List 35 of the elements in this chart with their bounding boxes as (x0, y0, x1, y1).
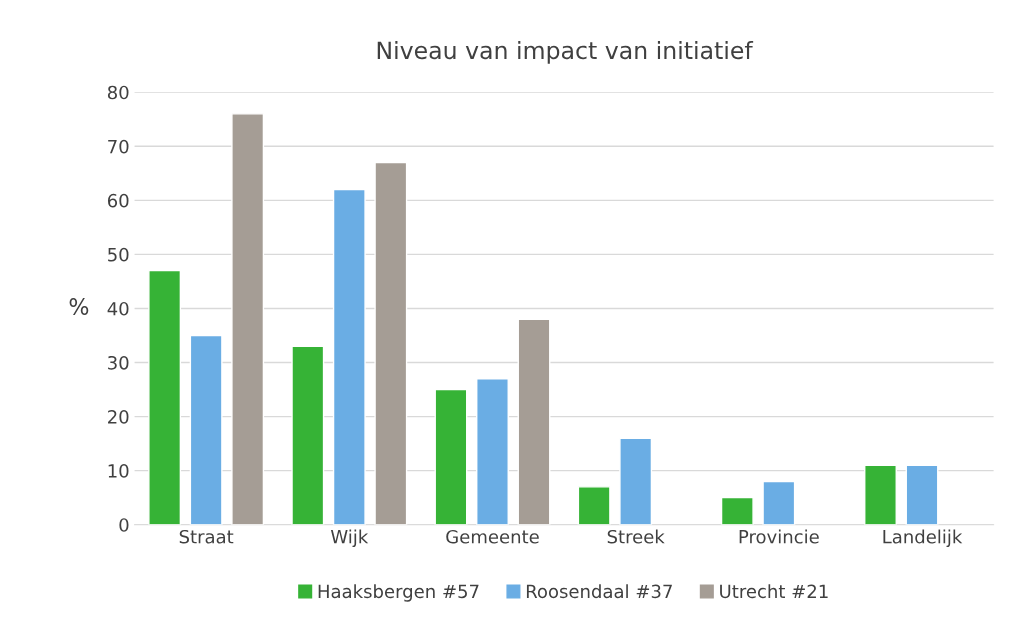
bar (476, 378, 509, 525)
x-tick-label: Streek (607, 529, 665, 544)
bar (291, 345, 325, 525)
x-tick-label: Wijk (330, 529, 369, 548)
legend-label: Haaksbergen #57 (318, 584, 479, 602)
bar (720, 496, 754, 525)
bar (374, 161, 408, 525)
bar (517, 318, 551, 525)
y-tick-label: 40 (107, 301, 129, 316)
bar (434, 388, 468, 525)
bar (762, 480, 796, 525)
chart-title: Niveau van impact van initiatief (377, 40, 754, 64)
y-tick-label: 20 (108, 410, 129, 424)
y-tick-label: 10 (108, 464, 129, 478)
bar (905, 464, 939, 525)
bar (577, 486, 611, 525)
legend-label: Roosendaal #37 (526, 584, 672, 599)
bar (231, 113, 265, 525)
x-tick-label: Straat (179, 529, 234, 544)
bar (332, 188, 366, 525)
y-tick-label: 80 (107, 85, 129, 100)
x-tick-label: Landelijk (883, 529, 963, 548)
y-axis-title: % (69, 298, 89, 315)
y-tick-label: 60 (107, 193, 129, 208)
y-tick-label: 30 (108, 355, 129, 370)
y-tick-label: 70 (108, 139, 129, 154)
y-tick-label: 50 (108, 247, 129, 262)
x-tick-label: Provincie (739, 529, 819, 544)
bar (189, 334, 223, 525)
x-tick-label: Gemeente (446, 529, 539, 544)
legend-label: Utrecht #21 (720, 584, 828, 599)
bar (148, 269, 182, 525)
bar (864, 464, 897, 525)
y-tick-label: 0 (119, 518, 129, 532)
bar (619, 437, 653, 525)
